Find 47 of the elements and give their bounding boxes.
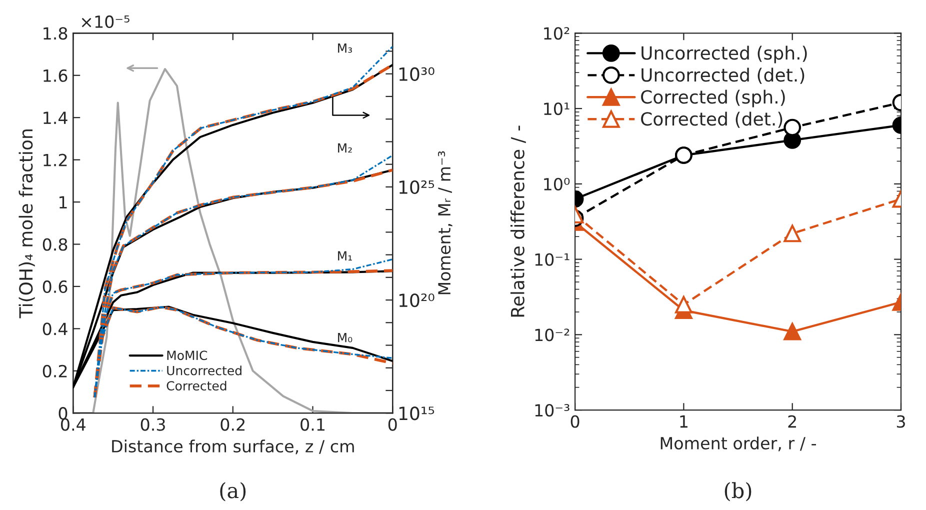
- text: ×10⁻⁵: [82, 15, 130, 28]
- y-tick-label: 0: [58, 407, 68, 420]
- y-tick-label: 0.4: [42, 322, 68, 336]
- x-tick-label: 1: [680, 415, 688, 428]
- legend-label: MoMIC: [167, 350, 208, 360]
- legend-label: Uncorrected (sph.): [642, 46, 807, 64]
- y-tick-label: 1.8: [44, 27, 68, 40]
- y-tick-label: 1.2: [44, 154, 67, 166]
- y-tick-label: 1: [60, 196, 67, 208]
- x-tick-label: 0.3: [140, 418, 165, 431]
- text: (a): [220, 482, 246, 502]
- y2-tick-label: 10¹⁵: [399, 406, 434, 420]
- y2-tick-label: 10³⁰: [399, 67, 434, 81]
- x-tick-label: 0.2: [220, 418, 244, 431]
- annotation: M₃: [338, 43, 352, 53]
- y2-tick-label: 10²⁵: [399, 180, 434, 194]
- y-tick-label: 10⁰: [544, 178, 570, 190]
- legend-label: Uncorrected (det.): [642, 68, 804, 84]
- y-tick-label: 1.4: [44, 112, 68, 124]
- x-axis-title: Moment order, r / -: [660, 436, 816, 452]
- text: (b): [724, 482, 752, 502]
- annotation: M₂: [338, 143, 352, 153]
- y-tick-label: 0.8: [42, 238, 68, 251]
- y-tick-label: 10⁻¹: [535, 253, 570, 266]
- x-tick-label: 2: [788, 415, 796, 428]
- x-tick-label: 0.1: [300, 418, 324, 431]
- x-axis-title: Distance from surface, z / cm: [112, 440, 354, 454]
- legend-label: Corrected: [166, 380, 226, 391]
- y-tick-label: 10¹: [544, 102, 570, 116]
- y-axis-title: Ti(OH)₄ mole fraction: [18, 130, 35, 318]
- y-tick-label: 10⁻²: [535, 328, 570, 342]
- legend-label: Corrected (sph.): [641, 90, 785, 108]
- x-tick-label: 0: [570, 415, 580, 428]
- y-axis-title: Relative difference / -: [510, 126, 526, 317]
- y-tick-label: 10²: [544, 27, 570, 40]
- annotation: M₁: [338, 251, 352, 260]
- legend-label: Corrected (det.): [641, 112, 782, 128]
- y-tick-label: 1.6: [44, 69, 68, 82]
- x-tick-label: 0: [388, 418, 397, 431]
- y-tick-label: 0.6: [42, 280, 68, 294]
- y2-tick-label: 10²⁰: [399, 293, 434, 308]
- x-tick-label: 3: [896, 415, 905, 428]
- y-tick-label: 0.2: [42, 364, 67, 378]
- y-tick-label: 10⁻³: [535, 404, 570, 417]
- legend-label: Uncorrected: [167, 366, 242, 376]
- y2-axis-title: Moment, Mᵣ / m⁻³: [438, 151, 452, 294]
- annotation: M₀: [338, 332, 352, 342]
